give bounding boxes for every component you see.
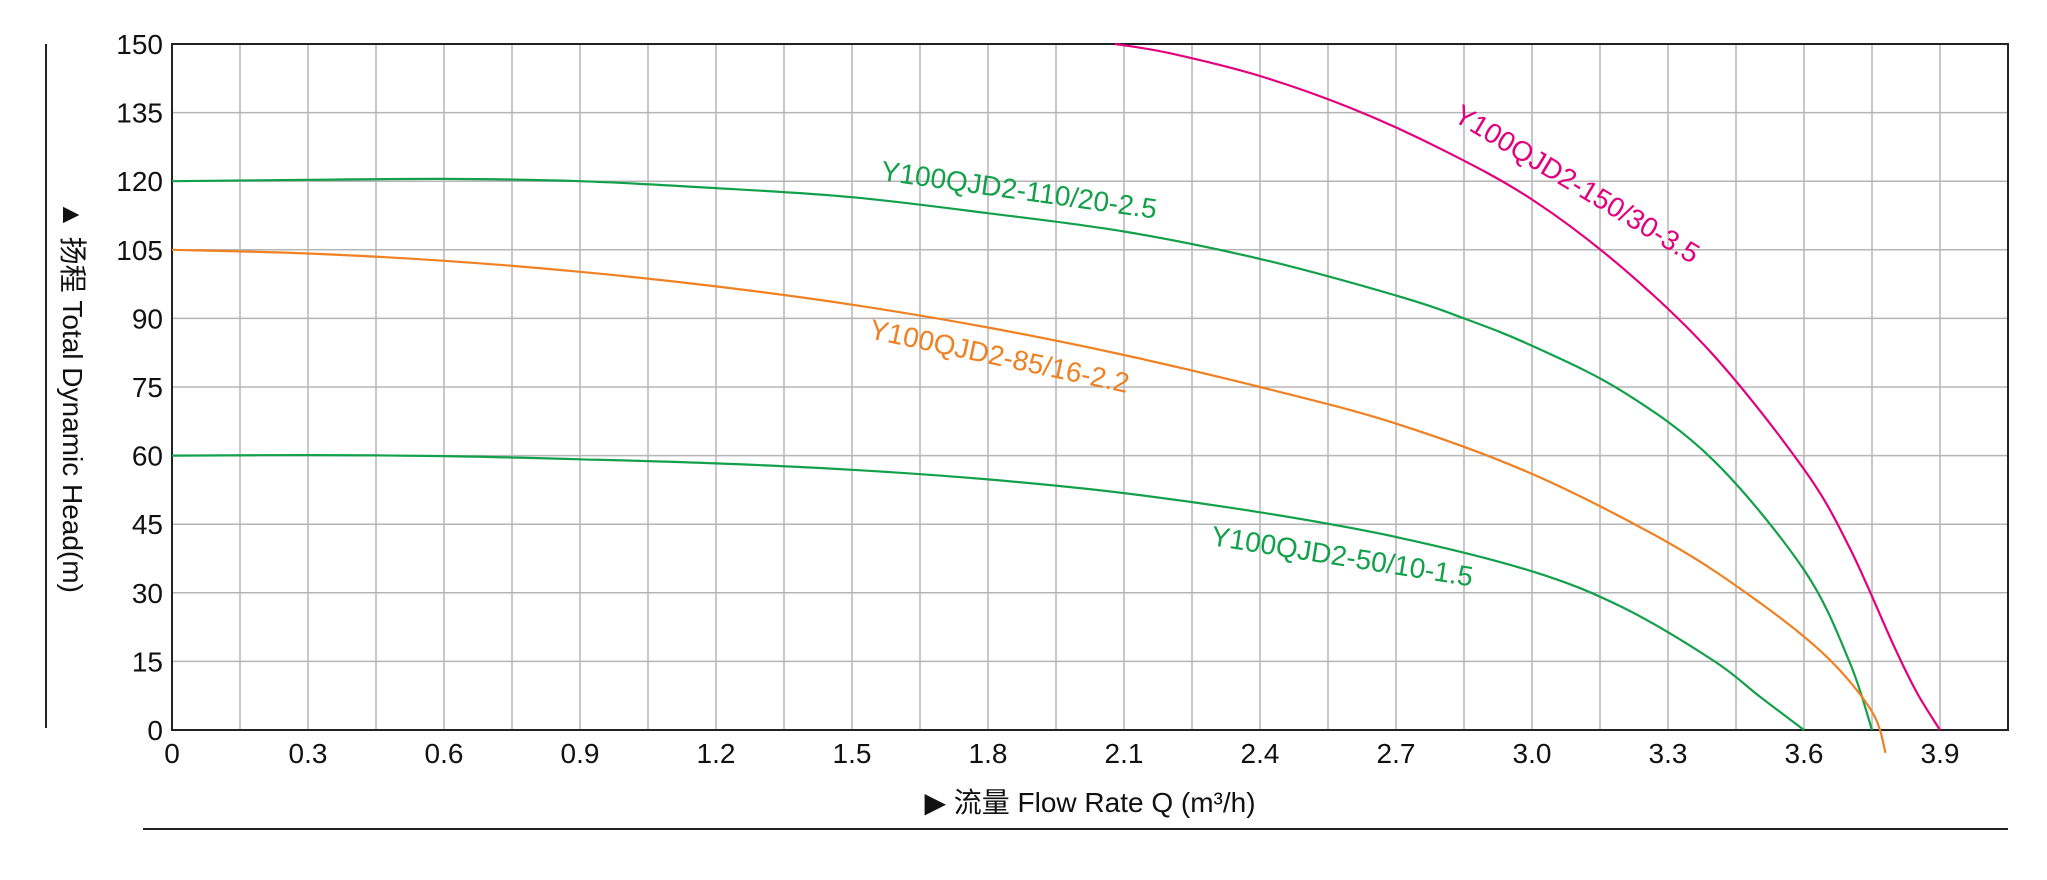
y-tick-label: 120 [116, 166, 163, 197]
y-tick-label: 0 [147, 715, 163, 746]
series-curves [171, 42, 1941, 754]
x-tick-label: 3.3 [1649, 738, 1688, 769]
x-tick-label: 3.9 [1921, 738, 1960, 769]
series-line [171, 177, 1874, 731]
x-tick-label: 1.5 [833, 738, 872, 769]
series-line [171, 248, 1887, 754]
series-labels: Y100QJD2-150/30-3.5 Y100QJD2-110/20-2.5 Y1… [867, 99, 1705, 593]
y-tick-label: 90 [132, 303, 163, 334]
y-tick-label: 150 [116, 29, 163, 60]
x-axis-label: ▶ 流量 Flow Rate Q (m³/h) [924, 787, 1255, 818]
series-label: Y100QJD2-50/10-1.5 [1209, 520, 1475, 592]
y-tick-label: 15 [132, 646, 163, 677]
y-tick-label: 75 [132, 372, 163, 403]
x-tick-label: 0.3 [289, 738, 328, 769]
x-tick-label: 3.0 [1513, 738, 1552, 769]
x-tick-label: 2.1 [1105, 738, 1144, 769]
y-axis-ticks: 0 15 30 45 60 75 90 105 120 135 150 [116, 29, 163, 746]
series-line [1114, 42, 1941, 731]
x-tick-label: 0.9 [561, 738, 600, 769]
y-axis-label: ▲ 扬程 Total Dynamic Head(m) [57, 201, 88, 593]
x-tick-label: 1.8 [969, 738, 1008, 769]
y-tick-label: 105 [116, 235, 163, 266]
series-label: Y100QJD2-110/20-2.5 [879, 155, 1159, 224]
x-tick-label: 2.7 [1377, 738, 1416, 769]
y-tick-label: 45 [132, 509, 163, 540]
series-line [171, 453, 1805, 731]
series-label: Y100QJD2-150/30-3.5 [1449, 99, 1705, 270]
x-tick-label: 3.6 [1785, 738, 1824, 769]
x-tick-label: 0 [164, 738, 180, 769]
y-tick-label: 60 [132, 441, 163, 472]
x-tick-label: 2.4 [1241, 738, 1280, 769]
x-tick-label: 0.6 [425, 738, 464, 769]
x-axis-ticks: 0 0.3 0.6 0.9 1.2 1.5 1.8 2.1 2.4 2.7 3.0 3.3 3.6 3.9 [164, 738, 1959, 769]
series-label: Y100QJD2-85/16-2.2 [867, 314, 1132, 399]
plot-frame [171, 43, 2009, 731]
y-tick-label: 30 [132, 578, 163, 609]
y-tick-label: 135 [116, 98, 163, 129]
x-tick-label: 1.2 [697, 738, 736, 769]
